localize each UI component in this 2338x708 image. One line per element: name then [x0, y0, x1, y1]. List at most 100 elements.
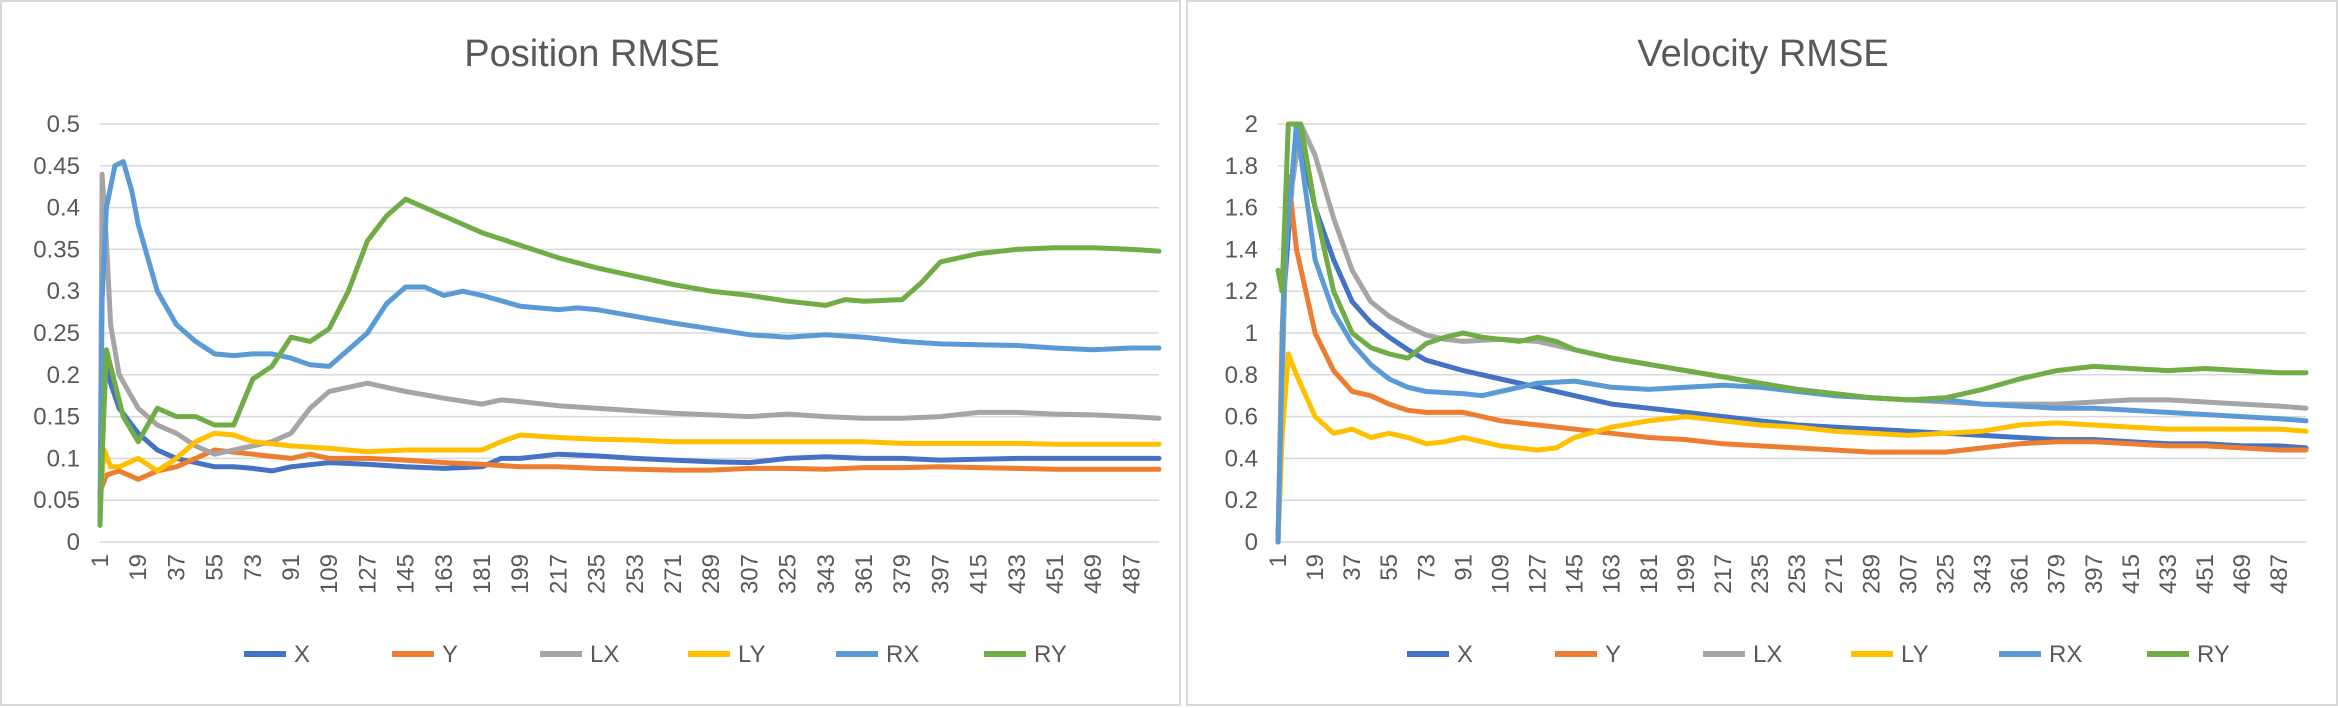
x-tick-label: 307: [1895, 554, 1922, 594]
legend-label: LY: [738, 641, 766, 668]
x-tick-label: 163: [1599, 554, 1626, 594]
y-tick-label: 0.2: [1225, 487, 1258, 514]
x-tick-label: 487: [2266, 554, 2293, 594]
y-tick-label: 0.6: [1225, 404, 1258, 431]
x-tick-label: 37: [1339, 554, 1366, 581]
series-line-lx: [97, 171, 1162, 528]
chart-title: Position RMSE: [464, 33, 720, 75]
legend-label: LX: [1753, 641, 1782, 668]
series-line-x: [97, 355, 1162, 503]
series-line-rx: [1275, 121, 2309, 545]
y-tick-label: 0.1: [47, 445, 80, 472]
x-tick-label: 217: [1710, 554, 1737, 594]
x-tick-label: 1: [87, 554, 114, 567]
y-tick-label: 0: [67, 529, 80, 556]
x-tick-label: 397: [2081, 554, 2108, 594]
x-tick-label: 181: [1636, 554, 1663, 594]
legend-item-lx: LX: [540, 641, 619, 668]
legend-item-x: X: [244, 641, 310, 668]
x-tick-label: 91: [278, 554, 305, 581]
x-tick-label: 127: [354, 554, 381, 594]
x-tick-label: 127: [1525, 554, 1552, 594]
x-tick-label: 109: [316, 554, 343, 594]
y-tick-label: 0.8: [1225, 362, 1258, 389]
position-rmse-plot: Position RMSE 0 0.05 0.1 0.15 0.2 0.25 0.3 0.35…: [33, 33, 1162, 668]
y-tick-label: 0.5: [47, 111, 80, 138]
x-tick-label: 253: [1784, 554, 1811, 594]
y-tick-label: 0.45: [33, 153, 80, 180]
x-tick-label: 199: [1673, 554, 1700, 594]
y-tick-label: 0.25: [33, 320, 80, 347]
position-rmse-chart: Position RMSE 0 0.05 0.1 0.15 0.2 0.25 0.3 0.35…: [0, 0, 1181, 706]
x-tick-label: 415: [966, 554, 993, 594]
legend-item-ry: RY: [2147, 641, 2230, 668]
legend-label: LY: [1901, 641, 1929, 668]
legend-label: X: [294, 641, 310, 668]
x-tick-label: 37: [163, 554, 190, 581]
x-tick-label: 433: [2155, 554, 2182, 594]
legend-item-y: Y: [1555, 641, 1621, 668]
x-tick-label: 73: [240, 554, 267, 581]
y-tick-label: 0: [1245, 529, 1258, 556]
legend-label: X: [1457, 641, 1473, 668]
x-tick-label: 55: [1376, 554, 1403, 581]
x-tick-label: 55: [202, 554, 229, 581]
legend-label: RX: [886, 641, 919, 668]
y-tick-label: 1.6: [1225, 195, 1258, 222]
velocity-rmse-chart: Velocity RMSE 0 0.2 0.4 0.6 0.8 1 1.2 1.4 1.6 1.8…: [1186, 0, 2338, 706]
series-line-ry: [97, 196, 1162, 528]
x-tick-label: 19: [1302, 554, 1329, 581]
legend-item-rx: RX: [1999, 641, 2082, 668]
y-tick-label: 1.8: [1225, 153, 1258, 180]
legend-item-ly: LY: [1851, 641, 1929, 668]
y-tick-label: 2: [1245, 111, 1258, 138]
x-tick-label: 163: [431, 554, 458, 594]
x-tick-label: 397: [927, 554, 954, 594]
y-tick-label: 1: [1245, 320, 1258, 347]
x-tick-label: 145: [1562, 554, 1589, 594]
y-tick-label: 0.4: [47, 195, 80, 222]
x-tick-label: 343: [1970, 554, 1997, 594]
y-tick-label: 0.05: [33, 487, 80, 514]
x-tick-label: 73: [1413, 554, 1440, 581]
x-tick-label: 271: [660, 554, 687, 594]
y-tick-label: 1.2: [1225, 278, 1258, 305]
legend-item-lx: LX: [1703, 641, 1782, 668]
y-tick-label: 0.4: [1225, 445, 1258, 472]
velocity-rmse-plot: Velocity RMSE 0 0.2 0.4 0.6 0.8 1 1.2 1.4 1.6 1.8…: [1225, 33, 2309, 668]
y-tick-label: 0.35: [33, 236, 80, 263]
x-tick-label: 235: [584, 554, 611, 594]
x-tick-label: 325: [775, 554, 802, 594]
x-tick-label: 181: [469, 554, 496, 594]
x-tick-label: 289: [1858, 554, 1885, 594]
x-tick-label: 199: [507, 554, 534, 594]
x-tick-label: 19: [125, 554, 152, 581]
legend-item-ly: LY: [688, 641, 766, 668]
series-line-ly: [97, 430, 1162, 503]
legend-label: RY: [1034, 641, 1067, 668]
legend-label: RX: [2049, 641, 2082, 668]
x-tick-label: 109: [1487, 554, 1514, 594]
legend-label: RY: [2197, 641, 2230, 668]
x-tick-label: 433: [1004, 554, 1031, 594]
x-tick-label: 469: [2229, 554, 2256, 594]
series-line-y: [97, 447, 1162, 495]
x-tick-label: 145: [393, 554, 420, 594]
series-line-y: [1275, 173, 2309, 545]
x-tick-label: 91: [1450, 554, 1477, 581]
x-tick-label: 487: [1118, 554, 1145, 594]
x-tick-label: 451: [2192, 554, 2219, 594]
x-tick-label: 469: [1080, 554, 1107, 594]
x-tick-label: 451: [1042, 554, 1069, 594]
y-tick-label: 0.3: [47, 278, 80, 305]
x-tick-label: 361: [851, 554, 878, 594]
chart-title: Velocity RMSE: [1637, 33, 1888, 75]
legend-item-rx: RX: [836, 641, 919, 668]
series-line-ry: [1275, 121, 2309, 403]
series-line-ly: [1275, 351, 2309, 545]
x-tick-label: 289: [698, 554, 725, 594]
legend-label: LX: [590, 641, 619, 668]
x-tick-label: 415: [2118, 554, 2145, 594]
y-tick-label: 0.15: [33, 404, 80, 431]
